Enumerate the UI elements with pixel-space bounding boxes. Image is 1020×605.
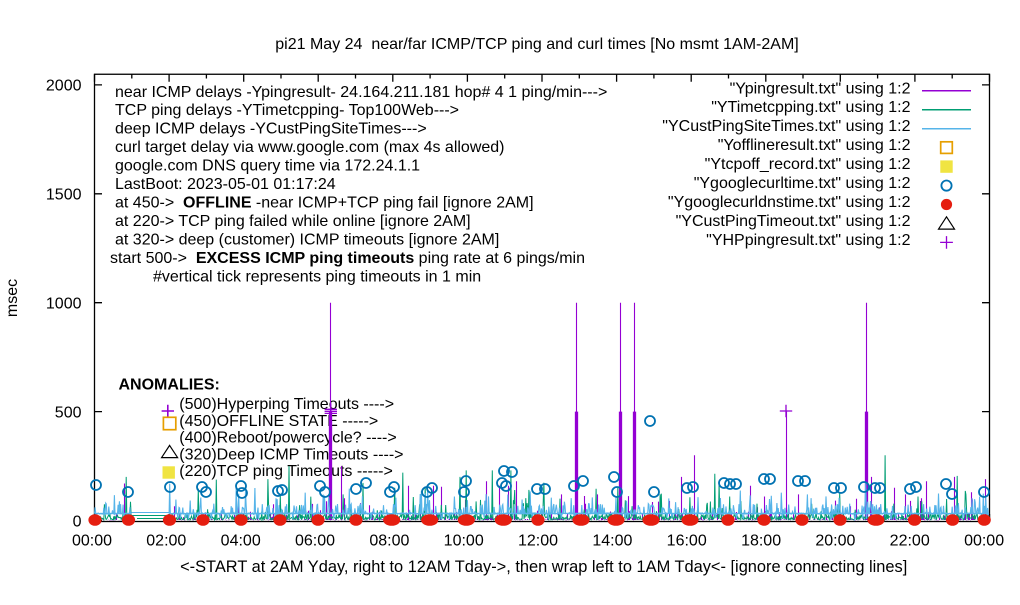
svg-text:04:00: 04:00 <box>221 532 261 549</box>
svg-text:06:00: 06:00 <box>295 532 335 549</box>
svg-text:deep ICMP delays -YCustPingSit: deep ICMP delays -YCustPingSiteTimes---> <box>115 121 427 138</box>
svg-text:2000: 2000 <box>46 78 82 95</box>
svg-text:22:00: 22:00 <box>890 532 930 549</box>
svg-text:500: 500 <box>55 404 82 421</box>
svg-text:0: 0 <box>73 513 82 530</box>
svg-text:"Ygooglecurltime.txt" using 1:: "Ygooglecurltime.txt" using 1:2 <box>694 175 911 192</box>
svg-text:"YCustPingSiteTimes.txt" using: "YCustPingSiteTimes.txt" using 1:2 <box>662 118 910 135</box>
svg-text:12:00: 12:00 <box>518 532 558 549</box>
svg-text:google.com DNS query time via: google.com DNS query time via 172.24.1.1 <box>115 158 420 175</box>
svg-text:(500)Hyperping Timeouts ---->: (500)Hyperping Timeouts ----> <box>179 396 394 413</box>
svg-text:ANOMALIES:: ANOMALIES: <box>119 377 220 394</box>
svg-text:pi21 May 24 near/far ICMP/TCP: pi21 May 24 near/far ICMP/TCP ping and c… <box>275 36 798 53</box>
svg-text:20:00: 20:00 <box>815 532 855 549</box>
svg-text:#vertical tick represents ping: #vertical tick represents ping timeouts … <box>153 268 481 285</box>
svg-text:10:00: 10:00 <box>444 532 484 549</box>
svg-text:(220)TCP ping Timeouts ----->: (220)TCP ping Timeouts -----> <box>179 463 393 480</box>
svg-text:00:00: 00:00 <box>964 532 1004 549</box>
svg-text:1000: 1000 <box>46 296 82 313</box>
svg-text:at 450-> OFFLINE -near ICMP+T: at 450-> OFFLINE -near ICMP+TCP ping fai… <box>115 195 534 212</box>
svg-text:TCP ping delays -YTimetcpping-: TCP ping delays -YTimetcpping- Top100Web… <box>115 102 459 119</box>
svg-text:start 500-> EXCESS ICMP ping: start 500-> EXCESS ICMP ping timeouts pi… <box>110 250 585 267</box>
svg-text:"YTimetcpping.txt" using 1:2: "YTimetcpping.txt" using 1:2 <box>711 99 910 116</box>
svg-text:1500: 1500 <box>46 187 82 204</box>
svg-text:"Ygooglecurldnstime.txt" using: "Ygooglecurldnstime.txt" using 1:2 <box>668 194 911 211</box>
svg-text:near ICMP delays -Ypingresult-: near ICMP delays -Ypingresult- 24.164.21… <box>115 84 607 101</box>
svg-text:08:00: 08:00 <box>369 532 409 549</box>
svg-text:02:00: 02:00 <box>146 532 186 549</box>
svg-text:curl target delay via www.goog: curl target delay via www.google.com (ma… <box>115 139 505 156</box>
svg-text:at 320-> deep (customer) ICMP: at 320-> deep (customer) ICMP timeouts [… <box>115 231 499 248</box>
svg-text:18:00: 18:00 <box>741 532 781 549</box>
svg-text:16:00: 16:00 <box>667 532 707 549</box>
svg-text:(320)Deep ICMP Timeouts ---->: (320)Deep ICMP Timeouts ----> <box>179 446 403 463</box>
svg-text:"YCustPingTimeout.txt" using 1: "YCustPingTimeout.txt" using 1:2 <box>676 213 911 230</box>
svg-text:"YHPpingresult.txt" using 1:2: "YHPpingresult.txt" using 1:2 <box>706 232 910 249</box>
svg-text:at 220-> TCP ping failed while: at 220-> TCP ping failed while online [i… <box>115 213 471 230</box>
svg-text:00:00: 00:00 <box>72 532 112 549</box>
svg-text:msec: msec <box>4 279 21 317</box>
svg-text:<-START at 2AM Yday, right to: <-START at 2AM Yday, right to 12AM Tday-… <box>180 558 907 576</box>
svg-text:"Yofflineresult.txt" using 1:2: "Yofflineresult.txt" using 1:2 <box>718 137 911 154</box>
svg-text:14:00: 14:00 <box>592 532 632 549</box>
svg-text:LastBoot: 2023-05-01 01:17:24: LastBoot: 2023-05-01 01:17:24 <box>115 176 336 193</box>
svg-text:"Ytcpoff_record.txt" using 1:2: "Ytcpoff_record.txt" using 1:2 <box>705 156 911 173</box>
svg-text:"Ypingresult.txt" using 1:2: "Ypingresult.txt" using 1:2 <box>730 80 911 97</box>
svg-text:(450)OFFLINE STATE ----->: (450)OFFLINE STATE -----> <box>179 413 378 430</box>
svg-text:(400)Reboot/powercycle? ---->: (400)Reboot/powercycle? ----> <box>179 430 396 447</box>
